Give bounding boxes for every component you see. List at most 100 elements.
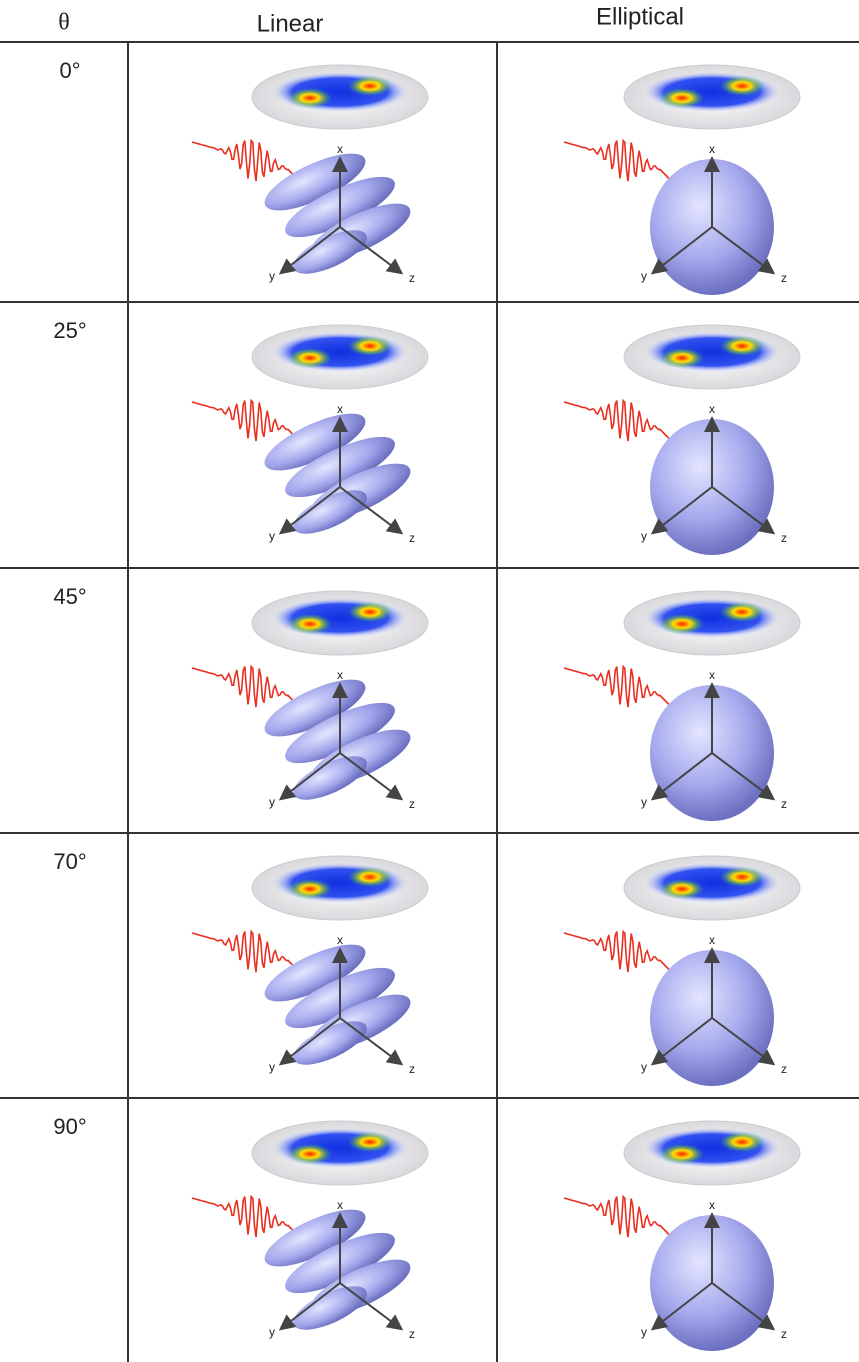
axis-label: z bbox=[781, 1062, 787, 1076]
disk-hotspot bbox=[348, 76, 392, 96]
laser-pulse bbox=[563, 138, 703, 213]
axis-label: y bbox=[641, 1325, 647, 1339]
laser-pulse bbox=[563, 664, 703, 739]
disk-hotspot bbox=[288, 614, 332, 634]
illustration: x y z bbox=[563, 590, 801, 821]
disk-hotspot bbox=[348, 867, 392, 887]
axis-arrow bbox=[278, 752, 341, 801]
axis-label: y bbox=[269, 529, 275, 543]
axis-label: x bbox=[709, 142, 715, 156]
wavefunction-lobe bbox=[293, 1286, 367, 1330]
disk-signal bbox=[272, 863, 408, 903]
disk-hotspot bbox=[288, 1144, 332, 1164]
axis-label: y bbox=[269, 1060, 275, 1074]
axis-arrow bbox=[650, 226, 713, 275]
axis-arrow bbox=[650, 1282, 713, 1331]
axis-arrow bbox=[650, 1017, 713, 1066]
laser-pulse bbox=[563, 398, 703, 473]
angle-label: 45° bbox=[53, 584, 86, 609]
laser-pulse bbox=[191, 664, 331, 739]
column-header: Linear bbox=[257, 10, 324, 37]
disk-signal bbox=[272, 332, 408, 372]
axis-label: x bbox=[337, 668, 343, 682]
axis-label: z bbox=[409, 1062, 415, 1076]
axis-label: z bbox=[781, 531, 787, 545]
disk-hotspot bbox=[348, 336, 392, 356]
axis-label: z bbox=[409, 1327, 415, 1341]
disk-hotspot bbox=[720, 867, 764, 887]
column-header: Elliptical bbox=[596, 3, 684, 30]
laser-pulse bbox=[563, 1194, 703, 1269]
wavefunction-lobe bbox=[293, 490, 367, 534]
angle-label: 70° bbox=[53, 849, 86, 874]
disk-hotspot bbox=[660, 1144, 704, 1164]
axis-label: x bbox=[337, 402, 343, 416]
axis-arrow bbox=[339, 752, 404, 801]
disk-hotspot bbox=[660, 348, 704, 368]
disk-signal bbox=[272, 598, 408, 638]
axis-label: x bbox=[337, 933, 343, 947]
angle-header: θ bbox=[58, 10, 70, 36]
axis-label: x bbox=[337, 142, 343, 156]
axis-label: y bbox=[641, 269, 647, 283]
angle-label: 90° bbox=[53, 1114, 86, 1139]
wavefunction-lobe bbox=[293, 1021, 367, 1065]
axis-arrow bbox=[711, 1017, 776, 1066]
axis-label: z bbox=[781, 1327, 787, 1341]
laser-pulse bbox=[191, 929, 331, 1004]
disk-hotspot bbox=[348, 602, 392, 622]
axis-label: x bbox=[709, 933, 715, 947]
disk-hotspot bbox=[660, 614, 704, 634]
axis-label: y bbox=[641, 795, 647, 809]
disk-hotspot bbox=[348, 1132, 392, 1152]
laser-pulse bbox=[563, 929, 703, 1004]
wavefunction-lobe bbox=[293, 230, 367, 274]
illustration: x y z bbox=[563, 1120, 801, 1351]
disk-hotspot bbox=[660, 879, 704, 899]
axis-arrow bbox=[650, 752, 713, 801]
axis-label: x bbox=[709, 402, 715, 416]
disk-signal bbox=[272, 1128, 408, 1168]
illustration: x y z bbox=[191, 1120, 429, 1341]
axis-arrow bbox=[711, 486, 776, 535]
laser-pulse bbox=[191, 138, 331, 213]
axis-label: z bbox=[781, 271, 787, 285]
illustration: x y z bbox=[563, 855, 801, 1086]
axis-label: y bbox=[269, 1325, 275, 1339]
disk-signal bbox=[272, 72, 408, 112]
angle-label: 25° bbox=[53, 318, 86, 343]
angle-label: 0° bbox=[59, 58, 80, 83]
axis-arrow bbox=[339, 226, 404, 275]
axis-label: z bbox=[409, 797, 415, 811]
illustration: x y z bbox=[191, 855, 429, 1076]
axis-arrow bbox=[711, 226, 776, 275]
axis-arrow bbox=[278, 486, 341, 535]
axis-arrow bbox=[278, 1017, 341, 1066]
axis-label: x bbox=[709, 1198, 715, 1212]
illustration: x y z bbox=[191, 64, 429, 285]
axis-arrow bbox=[278, 226, 341, 275]
axis-arrow bbox=[711, 752, 776, 801]
axis-label: y bbox=[641, 529, 647, 543]
axis-label: z bbox=[409, 531, 415, 545]
axis-label: y bbox=[269, 269, 275, 283]
axis-label: z bbox=[781, 797, 787, 811]
axis-label: y bbox=[269, 795, 275, 809]
axis-label: x bbox=[337, 1198, 343, 1212]
axis-arrow bbox=[339, 486, 404, 535]
illustration: x y z bbox=[191, 590, 429, 811]
illustration: x y z bbox=[563, 324, 801, 555]
axis-label: y bbox=[641, 1060, 647, 1074]
disk-hotspot bbox=[288, 88, 332, 108]
axis-arrow bbox=[278, 1282, 341, 1331]
disk-hotspot bbox=[288, 879, 332, 899]
axis-arrow bbox=[711, 1282, 776, 1331]
disk-hotspot bbox=[720, 602, 764, 622]
axis-label: x bbox=[709, 668, 715, 682]
axis-label: z bbox=[409, 271, 415, 285]
illustration: x y z bbox=[191, 324, 429, 545]
laser-pulse bbox=[191, 1194, 331, 1269]
illustration: x y z bbox=[563, 64, 801, 295]
disk-hotspot bbox=[660, 88, 704, 108]
